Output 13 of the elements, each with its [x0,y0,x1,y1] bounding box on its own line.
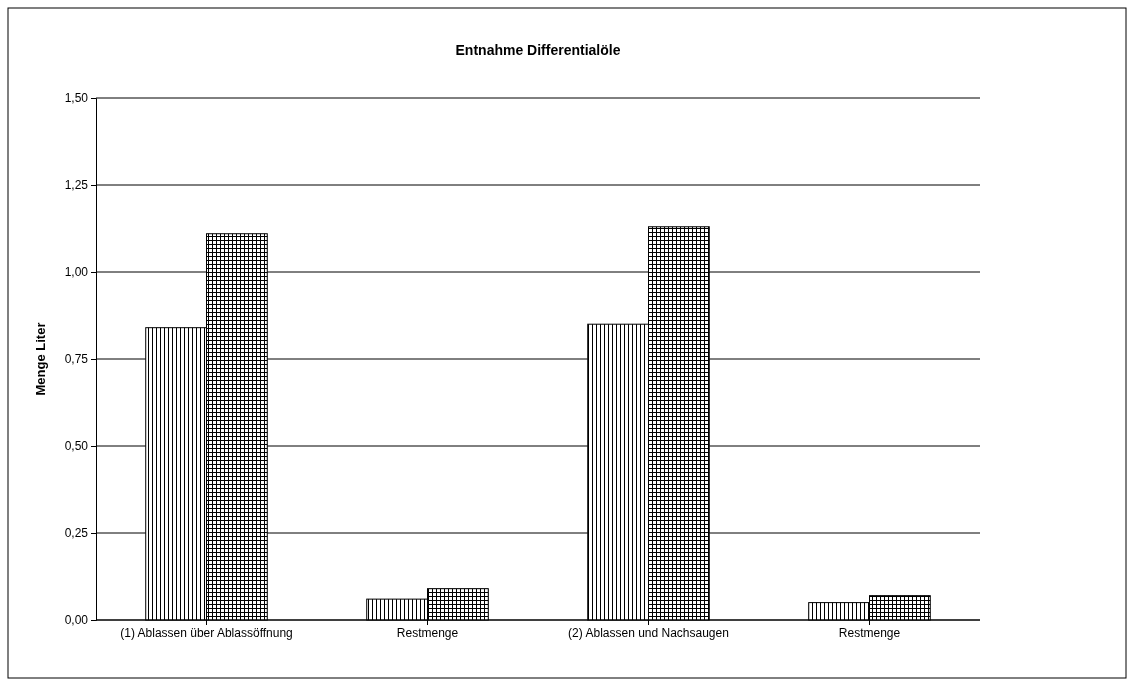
chart-title: Entnahme Differentialöle [455,42,621,58]
x-tick-label: (2) Ablassen und Nachsaugen [568,625,729,640]
y-axis-title: Menge Liter [33,322,48,396]
y-tick-label: 0,50 [64,439,89,454]
y-tick-label: 0,00 [64,613,89,628]
x-tick-label: Restmenge [838,625,901,640]
y-tick-label: 1,50 [64,91,89,106]
y-tick-label: 0,75 [64,352,89,367]
y-tick-label: 1,00 [64,265,89,280]
x-tick-label: (1) Ablassen über Ablassöffnung [120,625,293,640]
y-tick-label: 0,25 [64,526,89,541]
y-tick-label: 1,25 [64,178,89,193]
x-tick-label: Restmenge [396,625,459,640]
